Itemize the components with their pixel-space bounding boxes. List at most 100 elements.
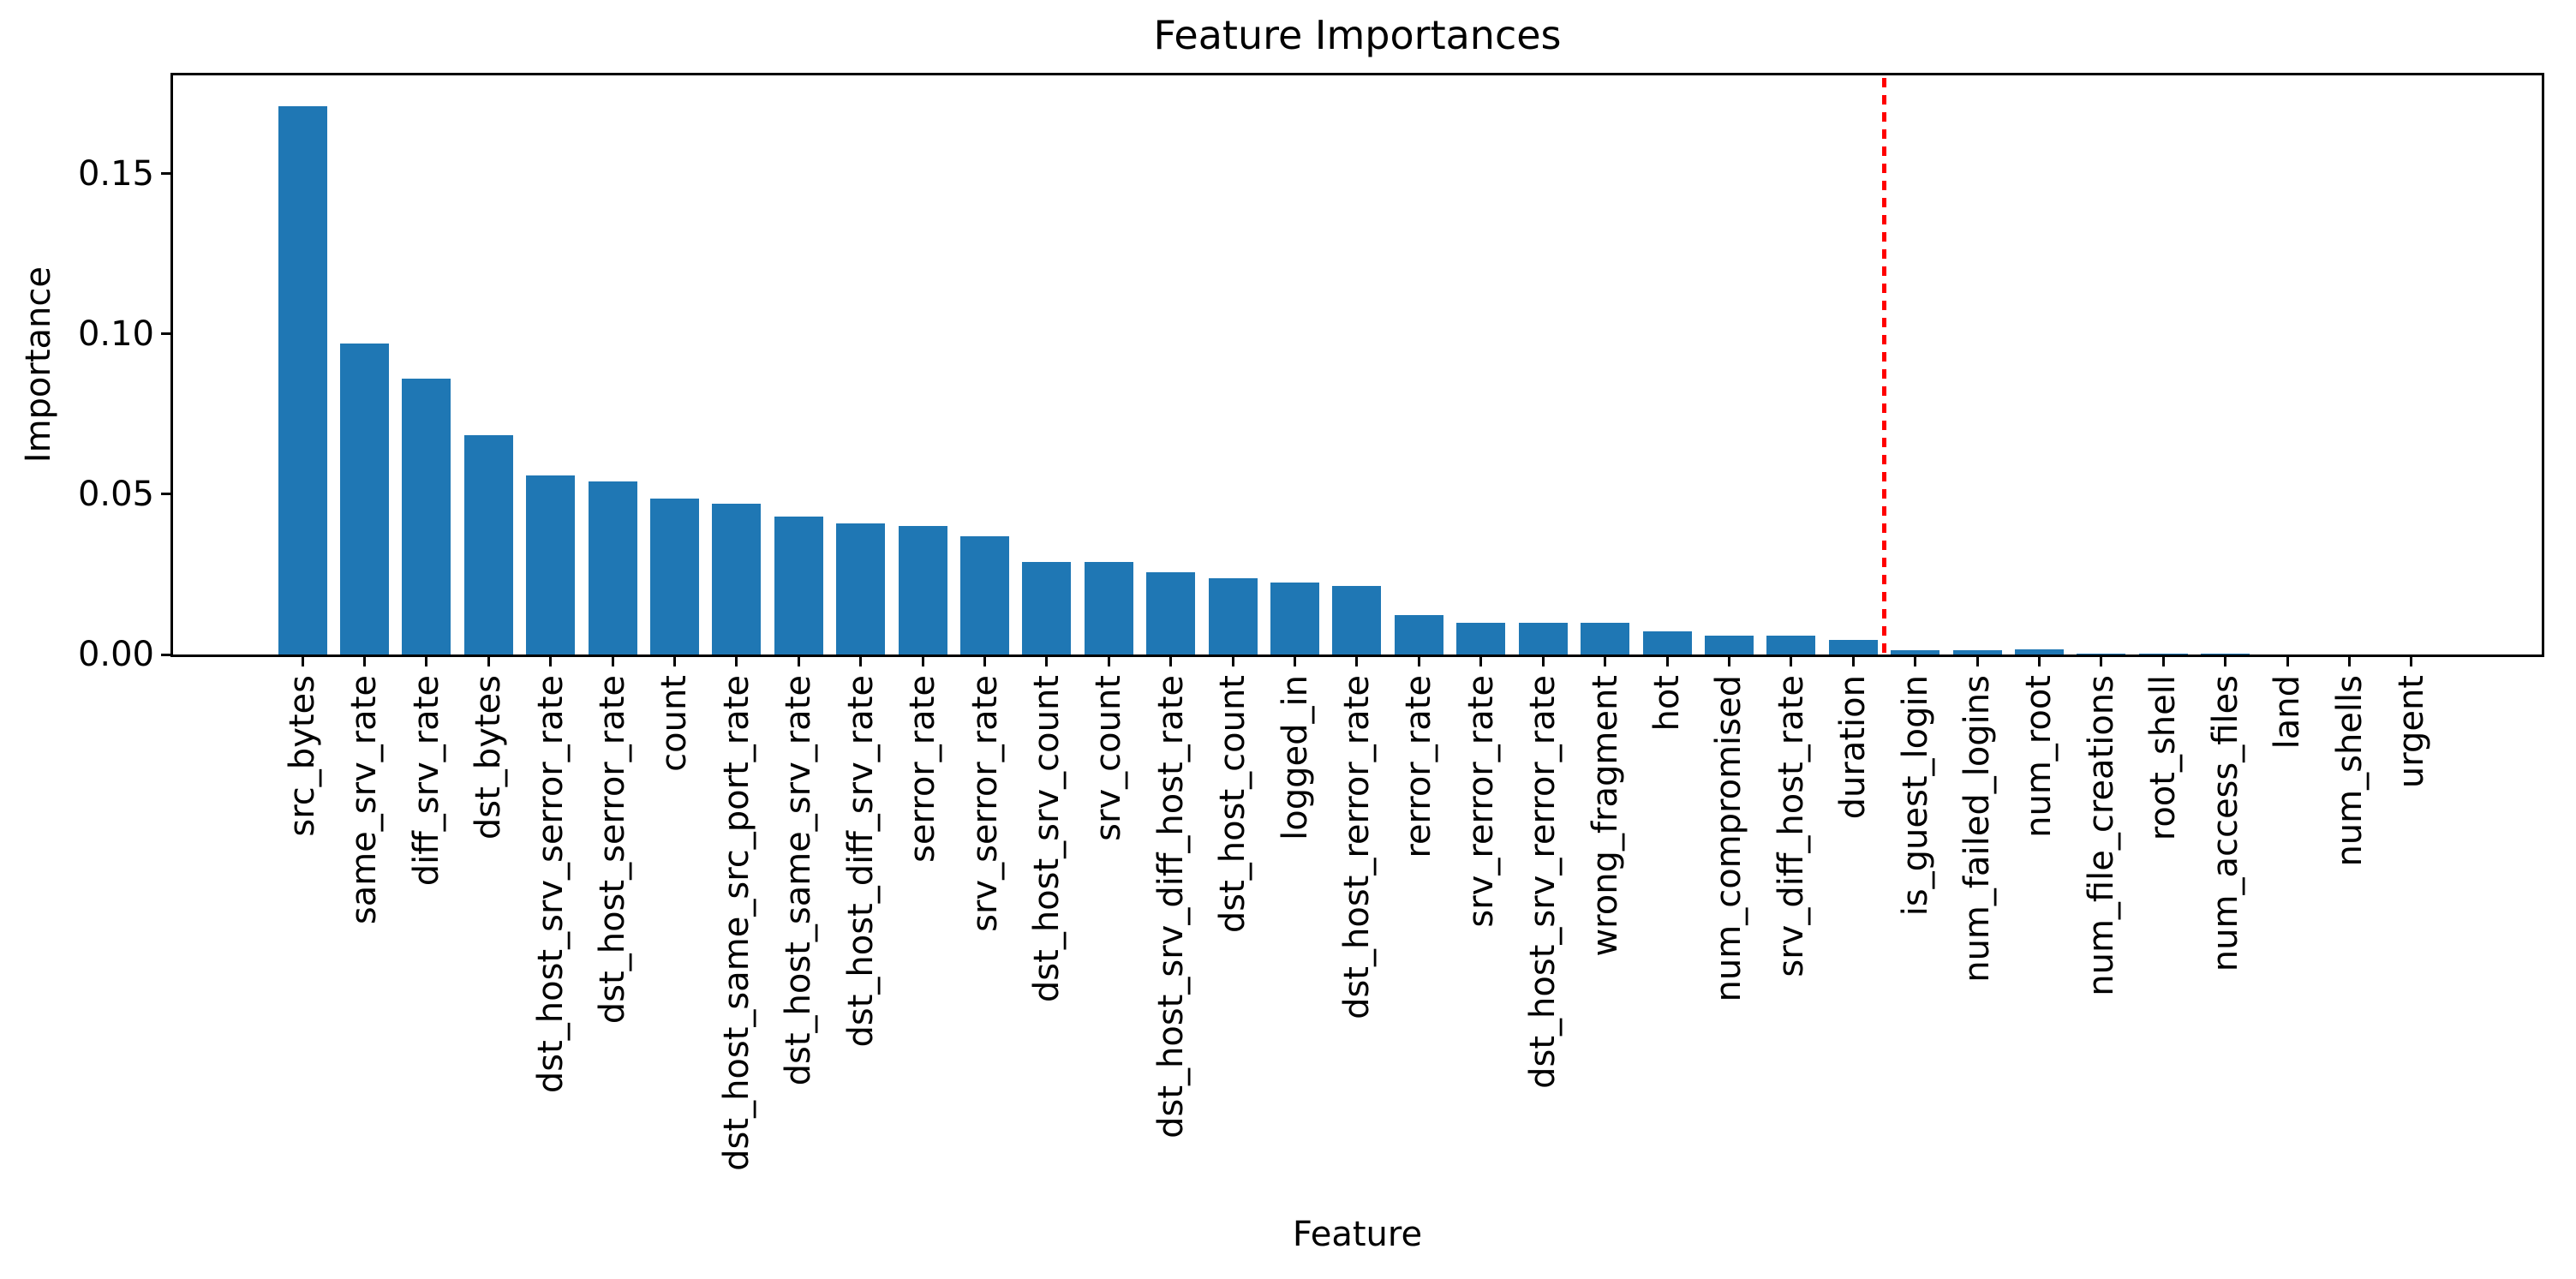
- bar-srv_serror_rate: [960, 536, 1009, 654]
- x-tick-diff_srv_rate: [425, 654, 428, 666]
- x-tick-label-duration: duration: [1833, 675, 1874, 820]
- y-tick-label-0.00: 0.00: [77, 635, 154, 674]
- bar-dst_host_serror_rate: [588, 481, 637, 654]
- bar-num_compromised: [1704, 636, 1754, 654]
- x-tick-srv_diff_host_rate: [1790, 654, 1793, 666]
- x-tick-label-dst_host_rerror_rate: dst_host_rerror_rate: [1336, 675, 1377, 1019]
- x-tick-label-src_bytes: src_bytes: [283, 675, 322, 837]
- bar-diff_srv_rate: [402, 379, 451, 654]
- x-tick-label-num_root: num_root: [2019, 675, 2059, 838]
- x-tick-dst_host_srv_count: [1045, 654, 1049, 666]
- x-tick-label-dst_host_serror_rate: dst_host_serror_rate: [593, 675, 633, 1025]
- x-tick-label-count: count: [654, 675, 695, 772]
- bar-dst_host_srv_diff_host_rate: [1146, 572, 1196, 654]
- x-tick-duration: [1851, 654, 1855, 666]
- bar-src_bytes: [278, 106, 327, 654]
- bar-dst_host_same_srv_rate: [774, 517, 823, 654]
- bar-rerror_rate: [1394, 615, 1443, 654]
- y-tick-label-0.05: 0.05: [77, 474, 154, 514]
- x-tick-dst_host_same_src_port_rate: [735, 654, 738, 666]
- spine-bottom: [170, 654, 2544, 657]
- x-tick-label-dst_bytes: dst_bytes: [469, 675, 509, 840]
- x-tick-label-is_guest_login: is_guest_login: [1895, 675, 1935, 917]
- y-tick-0.10: [161, 332, 173, 336]
- bar-srv_count: [1084, 562, 1133, 654]
- x-tick-label-dst_host_srv_diff_host_rate: dst_host_srv_diff_host_rate: [1151, 675, 1191, 1139]
- x-tick-dst_host_diff_srv_rate: [859, 654, 863, 666]
- y-axis-label: Importance: [19, 266, 58, 463]
- bar-logged_in: [1270, 583, 1320, 654]
- x-tick-dst_host_srv_rerror_rate: [1541, 654, 1545, 666]
- bar-count: [649, 499, 699, 654]
- x-tick-label-srv_count: srv_count: [1089, 675, 1129, 841]
- x-tick-label-same_srv_rate: same_srv_rate: [344, 675, 385, 925]
- bar-hot: [1642, 631, 1692, 654]
- x-tick-label-hot: hot: [1647, 675, 1688, 732]
- x-tick-hot: [1665, 654, 1669, 666]
- spine-top: [170, 73, 2544, 75]
- x-tick-label-num_file_creations: num_file_creations: [2081, 675, 2121, 996]
- spine-right: [2542, 75, 2544, 657]
- x-tick-num_access_files: [2224, 654, 2227, 666]
- x-tick-label-dst_host_diff_srv_rate: dst_host_diff_srv_rate: [840, 675, 881, 1048]
- bar-dst_host_srv_count: [1022, 562, 1072, 654]
- x-tick-srv_serror_rate: [983, 654, 986, 666]
- x-tick-label-dst_host_same_srv_rate: dst_host_same_srv_rate: [779, 675, 819, 1086]
- x-tick-label-srv_rerror_rate: srv_rerror_rate: [1461, 675, 1501, 928]
- x-tick-label-dst_host_count: dst_host_count: [1213, 675, 1253, 934]
- y-tick-0.05: [161, 493, 173, 496]
- bar-srv_rerror_rate: [1456, 623, 1506, 654]
- x-tick-rerror_rate: [1417, 654, 1420, 666]
- x-tick-serror_rate: [921, 654, 924, 666]
- bar-srv_diff_host_rate: [1766, 636, 1816, 654]
- bar-dst_host_rerror_rate: [1332, 586, 1382, 654]
- bar-dst_bytes: [463, 435, 513, 654]
- x-tick-dst_host_rerror_rate: [1355, 654, 1359, 666]
- y-tick-0.00: [161, 653, 173, 656]
- bar-duration: [1828, 640, 1878, 654]
- x-tick-label-logged_in: logged_in: [1275, 675, 1315, 840]
- y-tick-0.15: [161, 172, 173, 176]
- x-tick-dst_host_serror_rate: [611, 654, 614, 666]
- x-tick-same_srv_rate: [362, 654, 366, 666]
- x-tick-dst_host_count: [1231, 654, 1234, 666]
- x-tick-src_bytes: [301, 654, 304, 666]
- bar-same_srv_rate: [339, 344, 389, 654]
- spine-left: [170, 75, 173, 657]
- bar-num_root: [2014, 649, 2064, 654]
- threshold-vline: [1881, 78, 1886, 654]
- x-tick-label-num_access_files: num_access_files: [2205, 675, 2245, 972]
- x-tick-dst_bytes: [487, 654, 490, 666]
- x-tick-label-num_failed_logins: num_failed_logins: [1957, 675, 1998, 983]
- x-tick-label-dst_host_srv_serror_rate: dst_host_srv_serror_rate: [530, 675, 571, 1094]
- bar-dst_host_srv_serror_rate: [526, 475, 576, 654]
- x-tick-label-wrong_fragment: wrong_fragment: [1585, 675, 1625, 957]
- y-tick-label-0.15: 0.15: [77, 153, 154, 194]
- x-tick-label-diff_srv_rate: diff_srv_rate: [406, 675, 446, 887]
- x-tick-num_file_creations: [2100, 654, 2103, 666]
- x-tick-urgent: [2410, 654, 2413, 666]
- x-tick-num_root: [2037, 654, 2041, 666]
- x-tick-logged_in: [1294, 654, 1297, 666]
- bar-serror_rate: [898, 526, 947, 654]
- x-tick-srv_rerror_rate: [1479, 654, 1483, 666]
- x-tick-dst_host_srv_diff_host_rate: [1169, 654, 1173, 666]
- x-tick-num_failed_logins: [1975, 654, 1979, 666]
- x-tick-label-urgent: urgent: [2391, 675, 2431, 789]
- x-tick-dst_host_same_srv_rate: [797, 654, 800, 666]
- x-tick-label-srv_diff_host_rate: srv_diff_host_rate: [1771, 675, 1811, 977]
- bar-num_failed_logins: [1952, 650, 2002, 654]
- bar-wrong_fragment: [1581, 623, 1630, 654]
- x-tick-land: [2286, 654, 2289, 666]
- bar-dst_host_srv_rerror_rate: [1518, 623, 1568, 654]
- x-tick-label-dst_host_srv_rerror_rate: dst_host_srv_rerror_rate: [1523, 675, 1563, 1089]
- x-tick-num_compromised: [1727, 654, 1730, 666]
- x-tick-label-dst_host_srv_count: dst_host_srv_count: [1026, 675, 1067, 1003]
- x-tick-srv_count: [1107, 654, 1110, 666]
- x-tick-label-rerror_rate: rerror_rate: [1399, 675, 1439, 858]
- x-tick-num_shells: [2348, 654, 2352, 666]
- x-tick-label-serror_rate: serror_rate: [903, 675, 943, 863]
- x-tick-is_guest_login: [1914, 654, 1917, 666]
- x-tick-wrong_fragment: [1604, 654, 1607, 666]
